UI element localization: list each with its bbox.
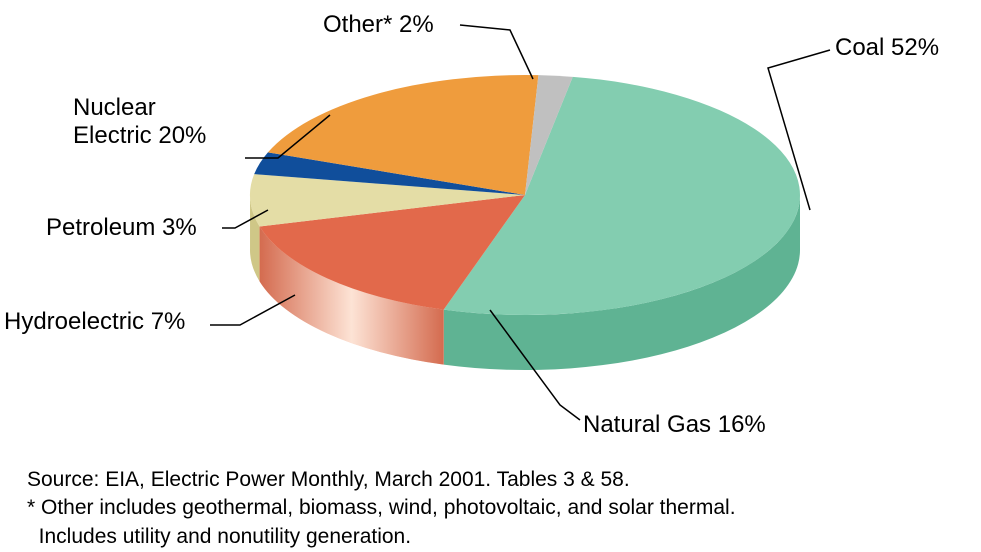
label-petroleum: Petroleum 3% [46, 214, 197, 242]
chart-footnotes: Source: EIA, Electric Power Monthly, Mar… [27, 466, 736, 551]
footnote-line: Source: EIA, Electric Power Monthly, Mar… [27, 466, 736, 494]
label-coal: Coal 52% [835, 34, 939, 62]
leader-other [460, 25, 533, 79]
label-other: Other* 2% [323, 11, 434, 39]
footnote-line: Includes utility and nonutility generati… [27, 523, 736, 551]
label-nuclear: NuclearElectric 20% [73, 94, 206, 149]
label-natural-gas: Natural Gas 16% [583, 411, 766, 439]
footnote-line: * Other includes geothermal, biomass, wi… [27, 494, 736, 522]
label-hydroelectric: Hydroelectric 7% [4, 308, 185, 336]
